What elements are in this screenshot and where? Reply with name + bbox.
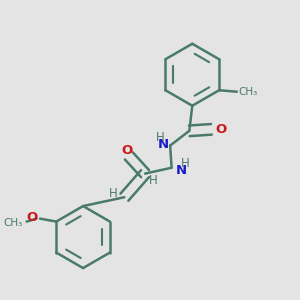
Text: N: N: [176, 164, 187, 177]
Text: O: O: [122, 144, 133, 157]
Text: O: O: [215, 123, 226, 136]
Text: CH₃: CH₃: [238, 87, 257, 97]
Text: CH₃: CH₃: [3, 218, 22, 228]
Text: N: N: [158, 139, 169, 152]
Text: H: H: [109, 187, 118, 200]
Text: H: H: [148, 175, 157, 188]
Text: O: O: [26, 211, 38, 224]
Text: H: H: [181, 157, 189, 170]
Text: H: H: [156, 131, 165, 144]
